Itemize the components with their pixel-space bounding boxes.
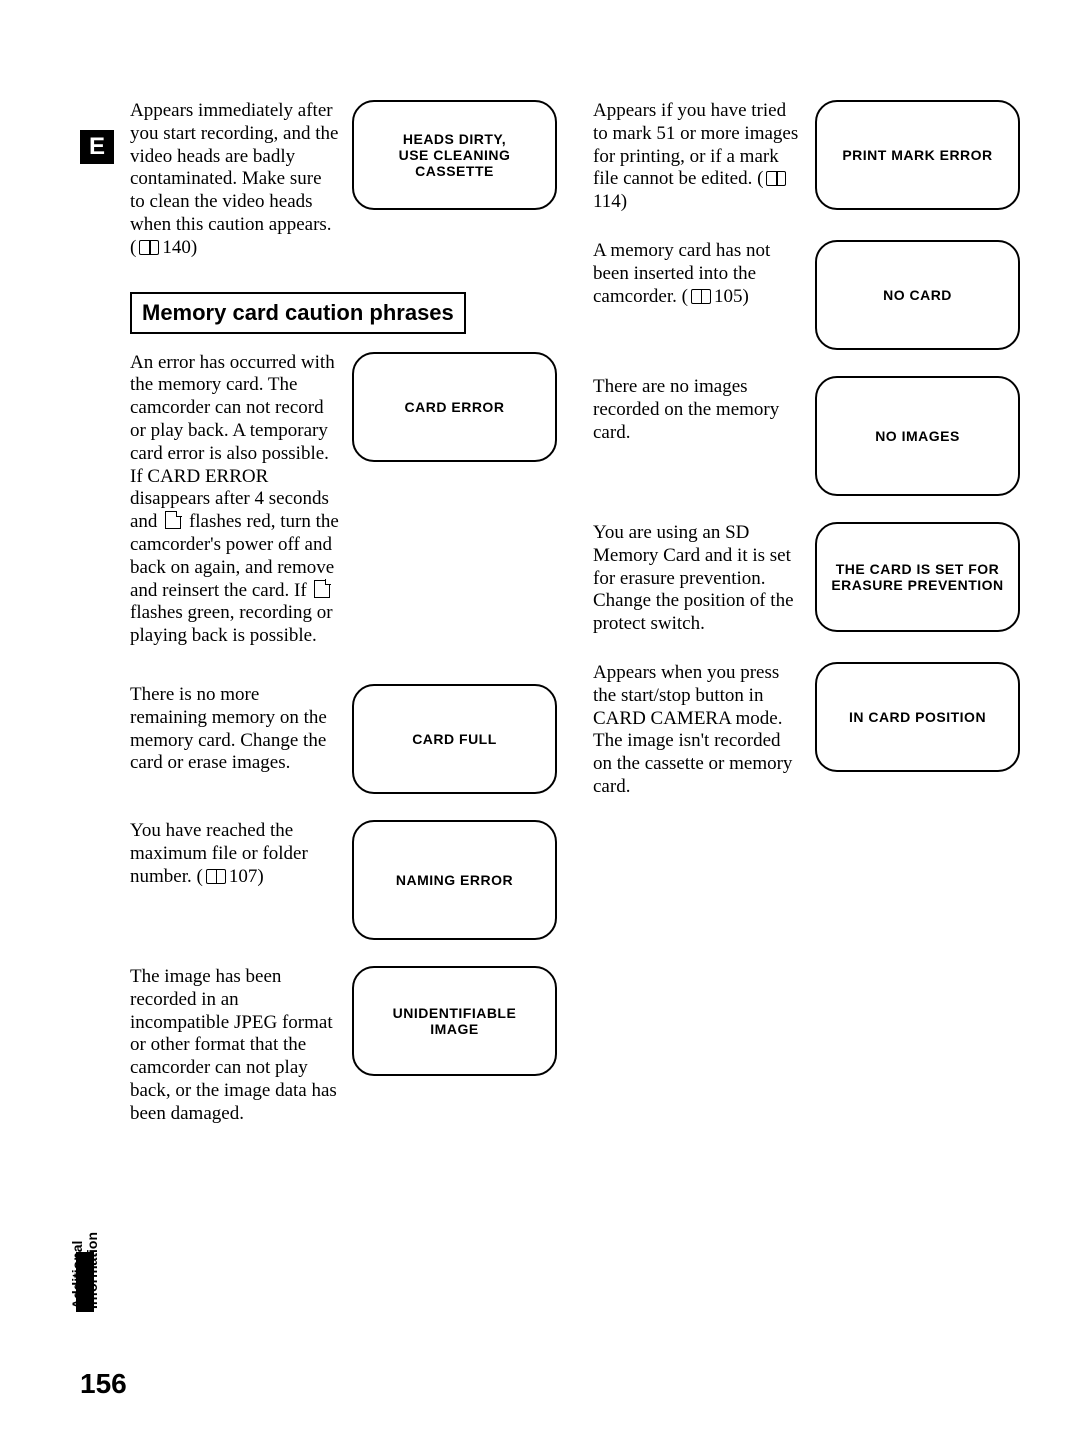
message-box: CARD ERROR (352, 352, 557, 462)
caution-no-images: There are no images recorded on the memo… (593, 376, 1020, 496)
section-heading: Memory card caution phrases (130, 292, 466, 334)
language-badge: E (80, 130, 114, 164)
page-ref: 107) (229, 866, 264, 887)
caution-erasure-prevention: You are using an SD Memory Card and it i… (593, 522, 1020, 636)
caution-text: Appears if you have tried to mark 51 or … (593, 100, 803, 214)
box-line: HEADS DIRTY, (358, 131, 551, 147)
caution-card-full: There is no more remaining memory on the… (130, 684, 557, 794)
caution-text: There is no more remaining memory on the… (130, 684, 340, 775)
box-line: UNIDENTIFIABLE (393, 1005, 517, 1021)
message-box: THE CARD IS SET FOR ERASURE PREVENTION (815, 522, 1020, 632)
caution-in-card-position: Appears when you press the start/stop bu… (593, 662, 1020, 799)
caution-text: The image has been recorded in an incomp… (130, 966, 340, 1126)
side-line: Additional (69, 1241, 85, 1309)
right-column: Appears if you have tried to mark 51 or … (593, 100, 1020, 1152)
box-line: ERASURE PREVENTION (831, 577, 1003, 593)
caution-text: You have reached the maximum file or fol… (130, 820, 340, 888)
caution-card-error: An error has occurred with the memory ca… (130, 352, 557, 648)
caution-text: There are no images recorded on the memo… (593, 376, 803, 444)
content-columns: Appears immediately after you start reco… (130, 100, 1020, 1152)
box-line: IMAGE (393, 1021, 517, 1037)
book-icon (206, 869, 226, 884)
caution-text: Appears when you press the start/stop bu… (593, 662, 803, 799)
section-heading-wrap: Memory card caution phrases (130, 286, 557, 352)
side-line: Information (84, 1232, 100, 1309)
book-icon (766, 171, 786, 186)
message-box: UNIDENTIFIABLE IMAGE (352, 966, 557, 1076)
message-box: NO CARD (815, 240, 1020, 350)
message-box: CARD FULL (352, 684, 557, 794)
message-box: PRINT MARK ERROR (815, 100, 1020, 210)
page-ref: 114) (593, 191, 627, 212)
caution-unidentifiable-image: The image has been recorded in an incomp… (130, 966, 557, 1126)
message-box: NO IMAGES (815, 376, 1020, 496)
section-label: Additional Information (70, 1232, 101, 1309)
page-ref: 140) (162, 237, 197, 258)
caution-naming-error: You have reached the maximum file or fol… (130, 820, 557, 940)
message-box: IN CARD POSITION (815, 662, 1020, 772)
book-icon (691, 289, 711, 304)
caution-no-card: A memory card has not been inserted into… (593, 240, 1020, 350)
page-number: 156 (80, 1368, 127, 1400)
caution-print-mark-error: Appears if you have tried to mark 51 or … (593, 100, 1020, 214)
page-ref: 105) (714, 286, 749, 307)
message-box: HEADS DIRTY, USE CLEANING CASSETTE (352, 100, 557, 210)
card-icon (165, 511, 181, 529)
text-part: flashes green, recording or playing back… (130, 602, 333, 646)
caution-text: An error has occurred with the memory ca… (130, 352, 340, 648)
box-line: THE CARD IS SET FOR (831, 561, 1003, 577)
box-line: USE CLEANING CASSETTE (358, 147, 551, 179)
text-part: An error has occurred with the memory ca… (130, 352, 335, 533)
left-column: Appears immediately after you start reco… (130, 100, 557, 1152)
caution-text: A memory card has not been inserted into… (593, 240, 803, 308)
message-box: NAMING ERROR (352, 820, 557, 940)
caution-text: Appears immediately after you start reco… (130, 100, 340, 260)
book-icon (139, 240, 159, 255)
caution-text: You are using an SD Memory Card and it i… (593, 522, 803, 636)
manual-page: E Appears immediately after you start re… (0, 0, 1080, 1440)
card-icon (314, 580, 330, 598)
caution-heads-dirty: Appears immediately after you start reco… (130, 100, 557, 260)
text-part: Appears immediately after you start reco… (130, 100, 338, 258)
